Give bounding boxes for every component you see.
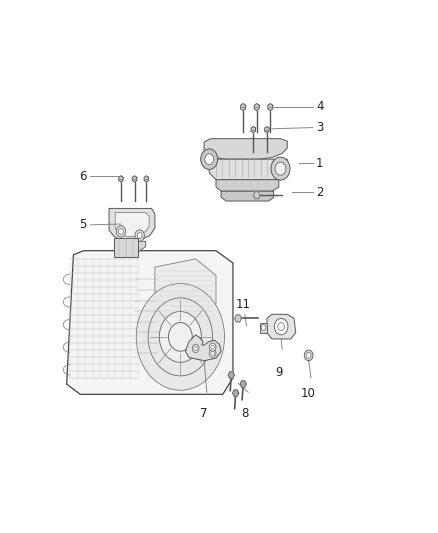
Polygon shape — [240, 103, 246, 110]
Text: 2: 2 — [316, 185, 324, 198]
Polygon shape — [253, 192, 260, 199]
Polygon shape — [204, 139, 287, 159]
Polygon shape — [267, 314, 296, 339]
Polygon shape — [144, 176, 148, 182]
Circle shape — [135, 230, 145, 241]
Circle shape — [192, 344, 199, 352]
Polygon shape — [260, 322, 267, 333]
Circle shape — [205, 154, 214, 165]
Circle shape — [169, 322, 192, 351]
Polygon shape — [67, 251, 233, 394]
Circle shape — [304, 350, 313, 361]
Circle shape — [201, 149, 218, 169]
Circle shape — [211, 351, 214, 356]
Circle shape — [137, 232, 142, 238]
Circle shape — [119, 229, 124, 235]
Polygon shape — [268, 103, 273, 110]
Circle shape — [136, 284, 224, 390]
Polygon shape — [251, 126, 255, 133]
Text: 9: 9 — [275, 366, 283, 378]
Text: 8: 8 — [241, 407, 248, 421]
Polygon shape — [235, 315, 241, 322]
Text: 1: 1 — [316, 157, 324, 170]
Polygon shape — [132, 176, 137, 182]
Polygon shape — [209, 159, 287, 180]
Polygon shape — [221, 191, 274, 201]
FancyBboxPatch shape — [114, 238, 138, 257]
Circle shape — [306, 352, 311, 358]
Polygon shape — [115, 213, 149, 236]
Polygon shape — [233, 390, 239, 397]
Text: 6: 6 — [80, 170, 87, 183]
Polygon shape — [119, 176, 123, 182]
Circle shape — [148, 298, 212, 376]
Polygon shape — [185, 335, 221, 361]
Circle shape — [278, 322, 285, 330]
Circle shape — [116, 225, 126, 237]
Text: 4: 4 — [316, 100, 324, 113]
Polygon shape — [109, 208, 155, 241]
Circle shape — [271, 157, 290, 180]
Circle shape — [209, 349, 216, 358]
Polygon shape — [123, 241, 146, 252]
Text: 7: 7 — [200, 407, 207, 421]
Text: 3: 3 — [316, 121, 324, 134]
Circle shape — [211, 345, 214, 349]
Circle shape — [275, 162, 286, 175]
Circle shape — [159, 311, 201, 362]
Text: 5: 5 — [80, 219, 87, 231]
Circle shape — [274, 318, 288, 335]
Circle shape — [209, 343, 216, 351]
Text: 10: 10 — [300, 387, 315, 400]
Text: 11: 11 — [236, 298, 251, 311]
Polygon shape — [265, 126, 269, 133]
Polygon shape — [240, 381, 246, 387]
Polygon shape — [228, 372, 234, 378]
Polygon shape — [216, 180, 279, 191]
Circle shape — [261, 325, 266, 330]
Polygon shape — [254, 103, 259, 110]
Circle shape — [194, 346, 197, 350]
Polygon shape — [155, 259, 216, 320]
